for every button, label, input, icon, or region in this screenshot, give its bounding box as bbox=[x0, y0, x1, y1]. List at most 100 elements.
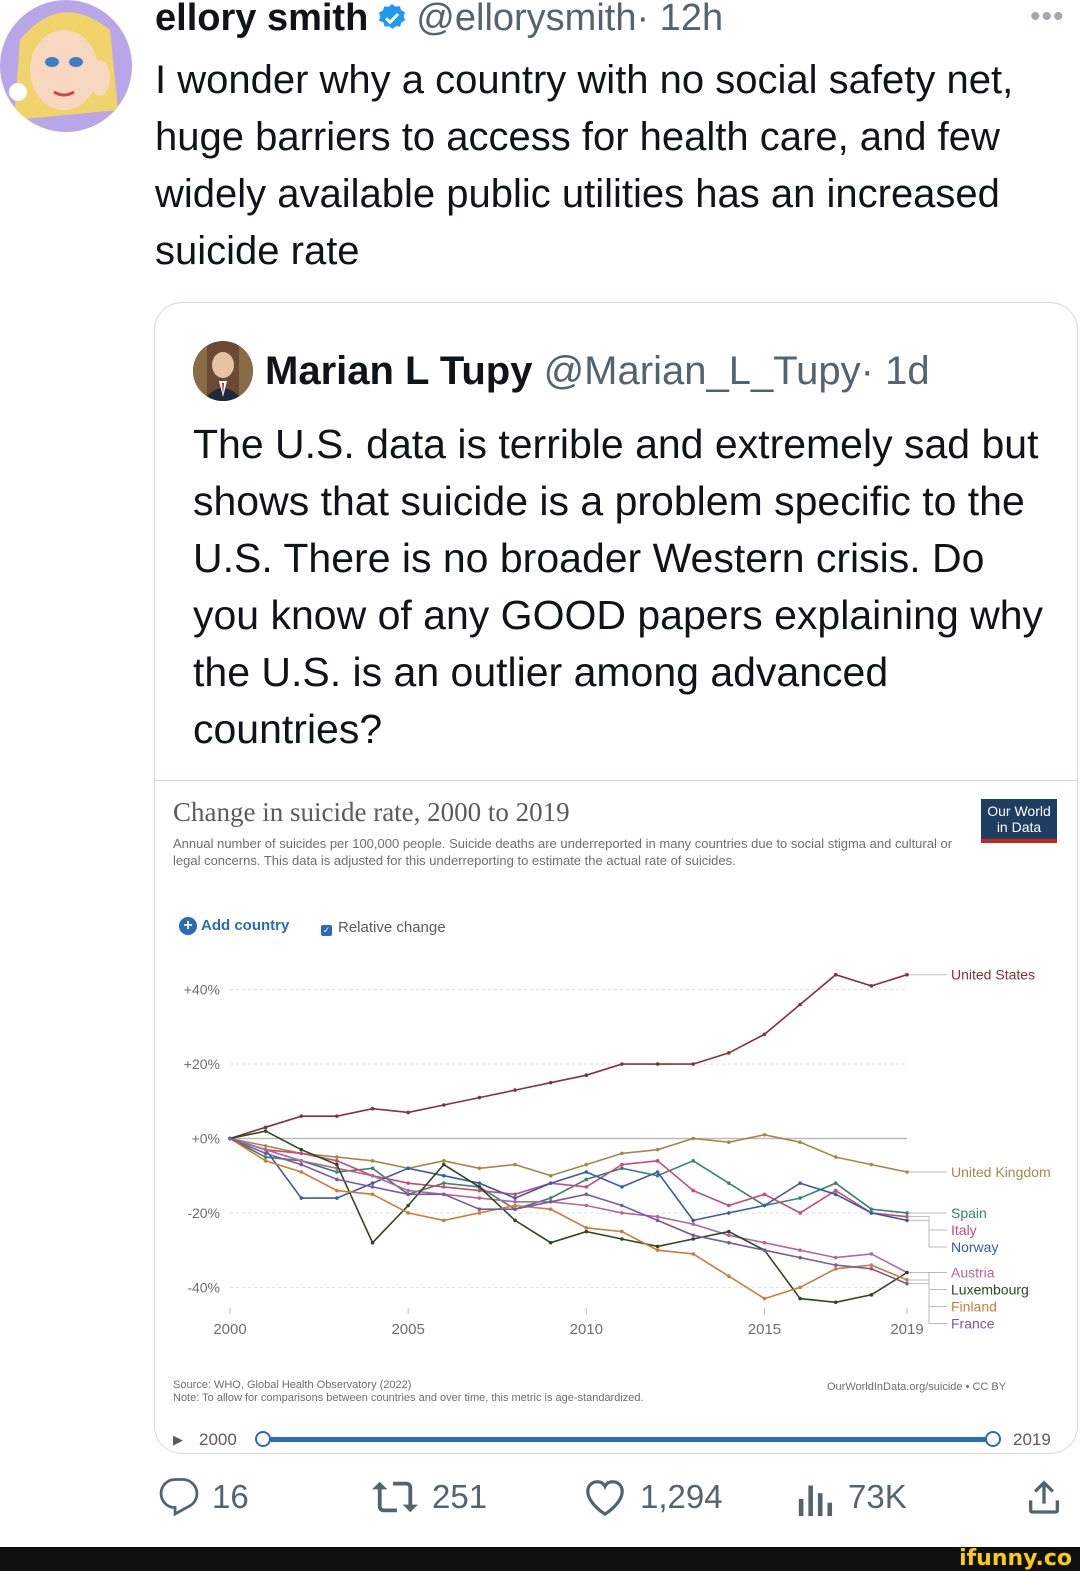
data-point bbox=[477, 1188, 482, 1193]
relative-change-checkbox[interactable]: ✓ Relative change bbox=[321, 919, 446, 936]
quoted-author-handle[interactable]: @Marian_L_Tupy bbox=[543, 349, 861, 393]
data-point bbox=[584, 1185, 589, 1189]
tweet-time[interactable]: · 12h bbox=[636, 0, 724, 39]
note-text: Note: To allow for comparisons between c… bbox=[173, 1392, 644, 1404]
data-point bbox=[727, 1274, 731, 1279]
reply-count: 16 bbox=[212, 1478, 249, 1515]
data-point bbox=[798, 1255, 802, 1260]
data-point bbox=[762, 1240, 767, 1245]
data-point bbox=[263, 1151, 268, 1156]
data-point bbox=[335, 1188, 339, 1193]
timeline-end-label: 2019 bbox=[1013, 1430, 1051, 1449]
data-point bbox=[727, 1211, 731, 1215]
reply-button[interactable]: 16 bbox=[158, 1472, 249, 1522]
series-label: United States bbox=[951, 967, 1035, 983]
quoted-avatar[interactable] bbox=[193, 341, 253, 401]
data-point bbox=[833, 972, 838, 977]
like-button[interactable]: 1,294 bbox=[582, 1472, 723, 1522]
quoted-author-name[interactable]: Marian L Tupy bbox=[265, 349, 533, 393]
add-country-button[interactable]: + Add country bbox=[179, 917, 289, 935]
data-point bbox=[691, 1252, 696, 1256]
data-point bbox=[691, 1159, 696, 1163]
data-point bbox=[584, 1073, 589, 1078]
data-point bbox=[620, 1185, 624, 1189]
data-point bbox=[513, 1162, 517, 1167]
views-button[interactable]: 73K bbox=[796, 1472, 907, 1522]
data-point bbox=[441, 1218, 446, 1223]
share-button[interactable] bbox=[1024, 1472, 1076, 1522]
quoted-tweet[interactable]: Marian L Tupy @Marian_L_Tupy· 1d The U.S… bbox=[154, 302, 1078, 1454]
author-handle[interactable]: @ellorysmith bbox=[416, 0, 637, 39]
user-avatar[interactable] bbox=[0, 0, 132, 132]
data-point bbox=[869, 1266, 874, 1271]
data-point bbox=[477, 1181, 482, 1185]
data-point bbox=[335, 1177, 339, 1182]
timeline-track[interactable] bbox=[269, 1437, 987, 1442]
owid-logo: Our World in Data bbox=[981, 799, 1057, 843]
watermark-footer: ifunny.co bbox=[0, 1547, 1080, 1571]
heart-icon bbox=[586, 1480, 624, 1517]
source-link[interactable]: OurWorldInData.org/suicide • CC BY bbox=[827, 1381, 1007, 1393]
legend-connector bbox=[909, 1216, 947, 1231]
data-point bbox=[513, 1088, 517, 1092]
retweet-button[interactable]: 251 bbox=[370, 1472, 487, 1522]
add-country-label: Add country bbox=[201, 917, 290, 934]
data-point bbox=[263, 1147, 268, 1152]
data-point bbox=[620, 1166, 624, 1171]
plus-icon: + bbox=[179, 917, 197, 935]
data-point bbox=[798, 1196, 802, 1200]
y-tick-label: -40% bbox=[187, 1279, 220, 1295]
data-point bbox=[299, 1196, 304, 1200]
data-point bbox=[584, 1229, 589, 1234]
data-point bbox=[584, 1226, 589, 1230]
ifunny-watermark: ifunny.co bbox=[959, 1546, 1072, 1571]
more-options-icon[interactable]: ••• bbox=[1030, 0, 1065, 33]
data-point bbox=[299, 1114, 304, 1118]
data-point bbox=[762, 1203, 767, 1208]
data-point bbox=[798, 1140, 802, 1145]
data-point bbox=[263, 1129, 268, 1133]
data-point bbox=[905, 1211, 909, 1215]
data-point bbox=[655, 1218, 660, 1223]
data-point bbox=[762, 1132, 767, 1137]
data-point bbox=[691, 1222, 696, 1226]
data-point bbox=[477, 1211, 482, 1215]
data-point bbox=[727, 1240, 731, 1245]
series-label: United Kingdom bbox=[951, 1164, 1051, 1180]
data-point bbox=[727, 1181, 731, 1185]
series-label: Norway bbox=[951, 1239, 998, 1255]
author-name[interactable]: ellory smith bbox=[155, 0, 369, 39]
data-point bbox=[406, 1166, 410, 1171]
timeline-end-handle[interactable] bbox=[985, 1431, 1001, 1447]
data-point bbox=[335, 1196, 339, 1200]
data-point bbox=[441, 1185, 446, 1189]
data-point bbox=[548, 1199, 553, 1204]
data-point bbox=[513, 1218, 517, 1223]
data-point bbox=[905, 1281, 909, 1286]
timeline-slider[interactable]: ▶ 2000 2019 bbox=[173, 1429, 1063, 1453]
quoted-time[interactable]: · 1d bbox=[860, 349, 930, 393]
relative-change-label: Relative change bbox=[338, 919, 446, 936]
verified-badge-icon bbox=[379, 4, 406, 29]
data-point bbox=[406, 1203, 410, 1208]
data-point bbox=[869, 1263, 874, 1267]
data-point bbox=[584, 1203, 589, 1208]
data-point bbox=[905, 972, 909, 977]
data-point bbox=[299, 1147, 304, 1152]
owid-chart-card[interactable]: Change in suicide rate, 2000 to 2019 Ann… bbox=[155, 781, 1077, 1453]
data-point bbox=[620, 1151, 624, 1156]
data-point bbox=[263, 1144, 268, 1148]
legend-connector bbox=[909, 1219, 947, 1248]
data-point bbox=[335, 1159, 339, 1163]
chart-subtitle: Annual number of suicides per 100,000 pe… bbox=[173, 836, 953, 868]
data-point bbox=[584, 1192, 589, 1197]
data-point bbox=[299, 1151, 304, 1156]
data-point bbox=[299, 1170, 304, 1174]
play-icon[interactable]: ▶ bbox=[173, 1432, 183, 1447]
data-point bbox=[869, 1162, 874, 1167]
timeline-start-handle[interactable] bbox=[255, 1431, 271, 1447]
data-point bbox=[441, 1159, 446, 1163]
data-point bbox=[228, 1136, 232, 1141]
data-point bbox=[655, 1244, 660, 1249]
tweet-header: ellory smith @ellorysmith· 12h bbox=[155, 0, 723, 40]
